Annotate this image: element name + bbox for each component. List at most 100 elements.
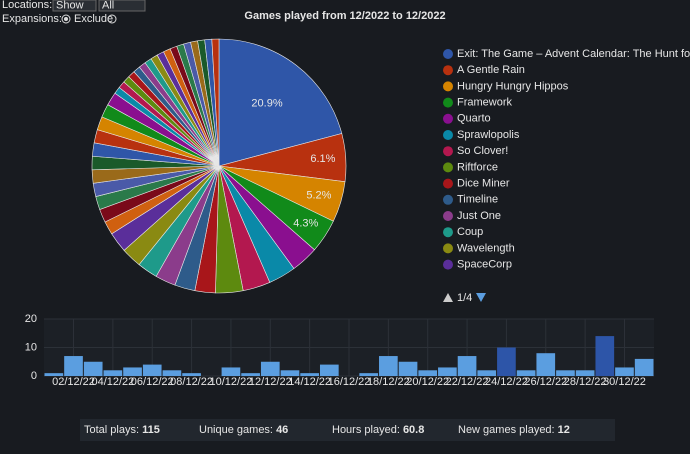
legend-swatch <box>443 65 453 76</box>
pie: 20.9% 6.1% 5.2% 4.3% <box>91 38 347 294</box>
radio-other[interactable] <box>107 14 117 24</box>
legend-swatch <box>443 49 453 59</box>
legend-label: Sprawlopolis <box>457 129 520 141</box>
legend-label: Riftforce <box>457 161 498 173</box>
locations-value: Show <box>56 0 84 11</box>
x-tick-label: 14/12/22 <box>288 376 331 388</box>
legend-label: Dice Miner <box>457 178 510 190</box>
bar <box>398 361 418 376</box>
x-tick-label: 24/12/22 <box>485 376 528 388</box>
stat-value: 46 <box>276 424 288 436</box>
x-tick-label: 18/12/22 <box>367 376 410 388</box>
bar <box>595 336 615 376</box>
stats-bar <box>80 419 615 441</box>
bar <box>319 364 339 376</box>
y-tick-label: 10 <box>25 341 37 353</box>
legend-swatch <box>443 162 453 173</box>
expansions-label: Expansions: <box>2 13 62 25</box>
stat-value: 115 <box>142 424 160 436</box>
legend-label: Wavelength <box>457 242 515 254</box>
legend-label: A Gentle Rain <box>457 64 525 76</box>
bar <box>556 370 575 376</box>
legend-swatch <box>443 211 453 221</box>
radio-dot <box>64 17 68 21</box>
bar <box>300 373 319 376</box>
legend-swatch <box>443 259 453 270</box>
stat: Total plays: 115 <box>84 424 160 436</box>
legend-swatch <box>443 81 453 92</box>
title: Games played from 12/2022 to 12/2022 <box>244 10 445 22</box>
pie-slice <box>211 38 220 167</box>
legend-swatch <box>443 227 453 238</box>
bar <box>438 367 457 376</box>
x-tick-label: 20/12/22 <box>406 376 449 388</box>
legend-label: Framework <box>457 97 513 109</box>
bar <box>516 370 536 376</box>
bar <box>575 370 595 376</box>
legend-swatch <box>443 194 453 205</box>
legend-label: Quarto <box>457 113 491 125</box>
bar <box>44 373 64 376</box>
bar <box>457 356 477 376</box>
legend-label: So Clover! <box>457 145 508 157</box>
radio-exclude[interactable] <box>61 14 71 24</box>
legend-swatch <box>443 130 453 140</box>
slice-label: 20.9% <box>251 98 282 110</box>
x-tick-label: 28/12/22 <box>564 376 607 388</box>
bar <box>497 347 516 376</box>
bar <box>142 364 162 376</box>
legend-swatch <box>443 113 453 124</box>
stat: Unique games: 46 <box>199 424 288 436</box>
stat-label: New games played: <box>458 424 555 436</box>
legend-swatch <box>443 178 453 189</box>
filter-value: All <box>102 0 114 11</box>
bar <box>83 361 103 376</box>
stat: Hours played: 60.8 <box>332 424 424 436</box>
stat-label: Hours played: <box>332 424 400 436</box>
bar <box>162 370 182 376</box>
next-page[interactable] <box>476 293 486 302</box>
x-tick-label: 06/12/22 <box>131 376 174 388</box>
bar <box>64 356 83 376</box>
stat-label: Unique games: <box>199 424 273 436</box>
x-tick-label: 26/12/22 <box>524 376 567 388</box>
pie-slice <box>218 38 343 167</box>
filter-select[interactable] <box>98 0 146 12</box>
bar <box>123 367 142 376</box>
stat-value: 60.8 <box>403 424 424 436</box>
stat-value: 12 <box>558 424 570 436</box>
legend-page: 1/4 <box>457 292 472 304</box>
x-tick-label: 04/12/22 <box>91 376 134 388</box>
x-tick-label: 02/12/22 <box>52 376 95 388</box>
stats: Total plays: 115 Unique games: 46 Hours pl… <box>84 424 570 436</box>
legend-swatch <box>443 243 453 254</box>
bar <box>221 367 241 376</box>
bar <box>536 353 556 376</box>
x-tick-label: 12/12/22 <box>249 376 292 388</box>
bar <box>634 358 654 376</box>
y-tick-label: 20 <box>25 313 37 325</box>
locations-label: Locations: <box>2 0 52 11</box>
x-tick-label: 30/12/22 <box>603 376 646 388</box>
slice-label: 5.2% <box>306 189 331 201</box>
slice-label: 6.1% <box>310 153 335 165</box>
legend: Exit: The Game – Advent Calendar: The Hu… <box>443 48 690 271</box>
legend-label: Hungry Hungry Hippos <box>457 80 569 92</box>
radio-exclude-label: Exclude <box>74 13 113 25</box>
bar <box>477 370 497 376</box>
locations-select[interactable] <box>52 0 97 12</box>
legend-label: Just One <box>457 210 501 222</box>
bar <box>241 373 260 376</box>
x-tick-label: 10/12/22 <box>210 376 253 388</box>
legend-label: Timeline <box>457 194 498 206</box>
bar-chart: 0 10 20 02/12/2204/12/2206/12/2208/12/2210/… <box>25 313 654 388</box>
legend-label: SpaceCorp <box>457 259 512 271</box>
legend-label: Coup <box>457 226 483 238</box>
slice-label: 4.3% <box>293 217 318 229</box>
bar <box>615 367 634 376</box>
y-tick-label: 0 <box>31 370 37 382</box>
prev-page[interactable] <box>443 293 453 302</box>
bar <box>359 373 379 376</box>
bar <box>379 356 398 376</box>
